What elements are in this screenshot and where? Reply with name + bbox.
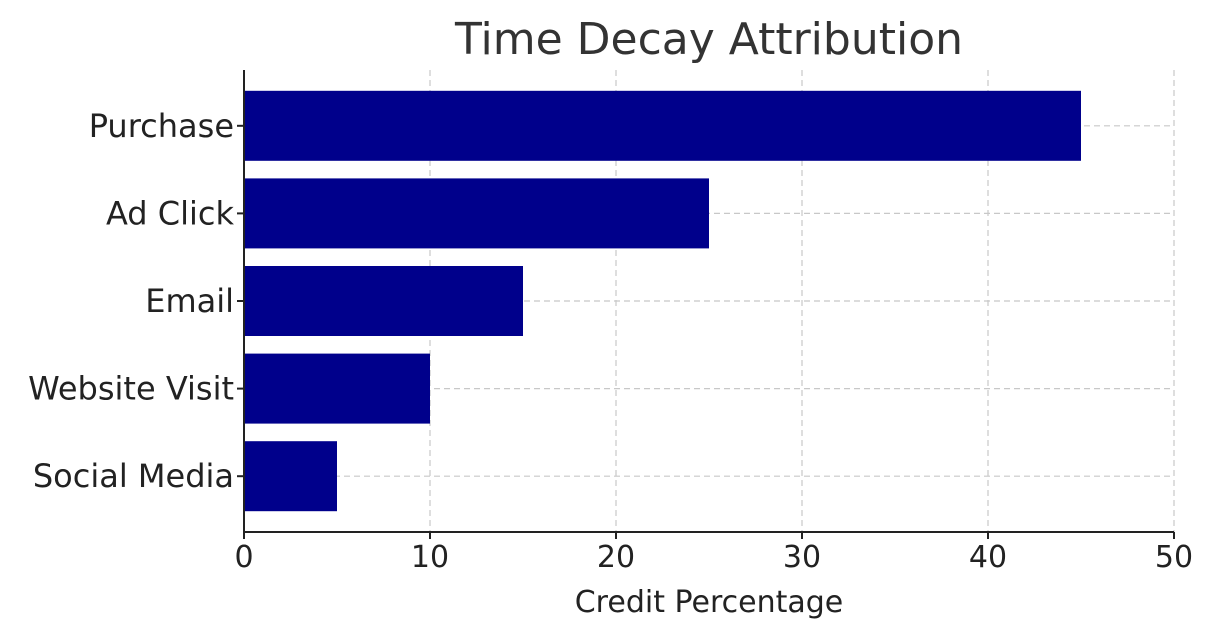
chart-title: Time Decay Attribution — [454, 14, 963, 65]
x-axis-label: Credit Percentage — [575, 585, 844, 620]
bar-social-media — [244, 441, 337, 512]
y-tick-label: Ad Click — [106, 194, 235, 232]
x-tick-label: 50 — [1155, 540, 1193, 575]
bar-ad-click — [244, 178, 709, 249]
bar-email — [244, 266, 523, 336]
bar-website-visit — [244, 353, 430, 424]
y-tick-labels: Purchase Ad Click Email Website Visit Social… — [28, 107, 244, 495]
y-tick-label: Social Media — [33, 457, 234, 495]
x-tick-label: 20 — [597, 540, 635, 575]
x-tick-label: 10 — [411, 540, 449, 575]
x-tick-label: 0 — [234, 540, 253, 575]
x-tick-labels: 0 10 20 30 40 50 — [234, 532, 1193, 575]
bar-purchase — [244, 90, 1081, 161]
y-tick-label: Purchase — [89, 107, 234, 145]
y-tick-label: Email — [145, 282, 234, 320]
x-tick-label: 30 — [783, 540, 821, 575]
bars — [244, 90, 1081, 512]
y-tick-label: Website Visit — [28, 370, 234, 408]
x-tick-label: 40 — [969, 540, 1007, 575]
